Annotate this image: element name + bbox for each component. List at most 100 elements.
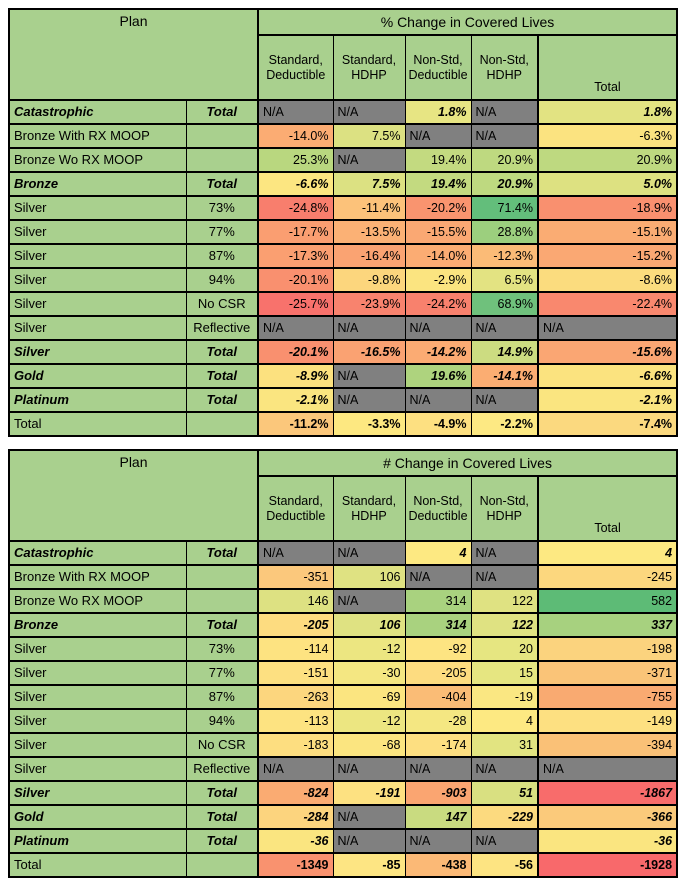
plan-label-cell: Bronze [8,171,187,197]
plan-variant-cell: 73% [185,636,259,662]
value-cell: 20 [470,636,539,662]
value-cell: -17.3% [257,243,334,269]
column-header-non-std-deductible: Non-Std, Deductible [404,34,472,101]
na-cell: N/A [536,315,678,341]
count-change-table: Plan # Change in Covered Lives Standard, D… [8,449,679,878]
value-cell: 582 [536,588,678,614]
percent-change-table: Plan% Change in Covered Lives Standard, D… [8,8,679,437]
row-bronze-total: Bronze Total -6.6% 7.5% 19.4% 20.9% 5.0% [8,171,678,197]
row-bronze-with-rx-moop: Bronze With RX MOOP -351 106 N/A N/A -245 [8,564,678,590]
value-cell: -371 [536,660,678,686]
plan-variant-cell: Total [185,612,259,638]
value-cell: 20.9% [536,147,678,173]
value-cell: -12 [332,708,406,734]
plan-variant-cell: Total [185,780,259,806]
value-cell: -438 [404,852,472,878]
value-cell: -15.1% [536,219,678,245]
plan-label-cell: Silver [8,732,187,758]
table-title: # Change in Covered Lives [256,449,678,477]
plan-label-cell: Total [8,852,187,878]
plan-variant-cell: 73% [185,195,259,221]
row-silver-total: Silver Total -824 -191 -903 51 -1867 [8,780,678,806]
value-cell: 147 [404,804,472,830]
value-cell: -92 [404,636,472,662]
value-cell: -2.1% [536,387,678,413]
value-cell: -183 [257,732,334,758]
value-cell: 106 [332,612,406,638]
value-cell: -903 [404,780,472,806]
value-cell: -25.7% [257,291,334,317]
plan-label-cell: Bronze [8,612,187,638]
row-bronze-wo-rx-moop: Bronze Wo RX MOOP 146 N/A 314 122 582 [8,588,678,614]
value-cell: -1349 [257,852,334,878]
value-cell: -23.9% [332,291,406,317]
column-header-standard-deductible: Standard, Deductible [257,475,334,542]
value-cell: -205 [404,660,472,686]
na-cell: N/A [470,315,539,341]
na-cell: N/A [332,828,406,854]
plan-variant-cell: Reflective [185,315,259,341]
value-cell: -114 [257,636,334,662]
value-cell: 122 [470,612,539,638]
value-cell: -17.7% [257,219,334,245]
value-cell: -20.1% [257,339,334,365]
value-cell: 4 [470,708,539,734]
plan-label-cell: Catastrophic [8,540,187,566]
value-cell: -149 [536,708,678,734]
value-cell: 122 [470,588,539,614]
row-platinum-total: Platinum Total -2.1% N/A N/A N/A -2.1% [8,387,678,413]
value-cell: -755 [536,684,678,710]
plan-label-cell: Platinum [8,828,187,854]
table-title: % Change in Covered Lives [256,8,678,36]
na-cell: N/A [332,804,406,830]
row-platinum-total: Platinum Total -36 N/A N/A N/A -36 [8,828,678,854]
plan-label-cell: Silver [8,636,187,662]
column-header-non-std-hdhp: Non-Std, HDHP [470,475,539,542]
plan-label-cell: Silver [8,267,187,293]
value-cell: 25.3% [257,147,334,173]
value-cell: -113 [257,708,334,734]
row-gold-total: Gold Total -284 N/A 147 -229 -366 [8,804,678,830]
na-cell: N/A [257,99,334,125]
value-cell: -24.8% [257,195,334,221]
value-cell: -20.1% [257,267,334,293]
value-cell: -12 [332,636,406,662]
row-silver-reflective: Silver Reflective N/A N/A N/A N/A N/A [8,315,678,341]
plan-label-cell: Platinum [8,387,187,413]
column-header-total: Total [536,475,678,542]
value-cell: 31 [470,732,539,758]
na-cell: N/A [257,540,334,566]
value-cell: -1867 [536,780,678,806]
plan-variant-cell: Total [185,363,259,389]
value-cell: -30 [332,660,406,686]
na-cell: N/A [470,540,539,566]
plan-variant-cell: 87% [185,684,259,710]
plan-variant-cell: 77% [185,660,259,686]
column-header-standard-hdhp: Standard, HDHP [332,34,406,101]
value-cell: -284 [257,804,334,830]
value-cell: -174 [404,732,472,758]
subheader-row: Standard, Deductible Standard, HDHP Non-St… [9,34,678,101]
plan-variant-cell: Total [185,99,259,125]
value-cell: -2.9% [404,267,472,293]
value-cell: -15.2% [536,243,678,269]
plan-variant-cell [185,123,259,149]
row-bronze-with-rx-moop: Bronze With RX MOOP -14.0% 7.5% N/A N/A -6.3% [8,123,678,149]
plan-header: Plan [8,449,259,542]
plan-label-cell: Silver [8,219,187,245]
plan-variant-cell: 87% [185,243,259,269]
value-cell: -36 [257,828,334,854]
plan-header: Plan [8,8,259,101]
na-cell: N/A [404,123,472,149]
plan-label-cell: Silver [8,708,187,734]
value-cell: 314 [404,588,472,614]
value-cell: -16.4% [332,243,406,269]
plan-label-cell: Gold [8,804,187,830]
row-catastrophic-total: Catastrophic Total N/A N/A 4 N/A 4 [8,540,678,566]
row-silver-no-csr: Silver No CSR -183 -68 -174 31 -394 [8,732,678,758]
value-cell: -1928 [536,852,678,878]
plan-label-cell: Catastrophic [8,99,187,125]
value-cell: -229 [470,804,539,830]
na-cell: N/A [470,387,539,413]
